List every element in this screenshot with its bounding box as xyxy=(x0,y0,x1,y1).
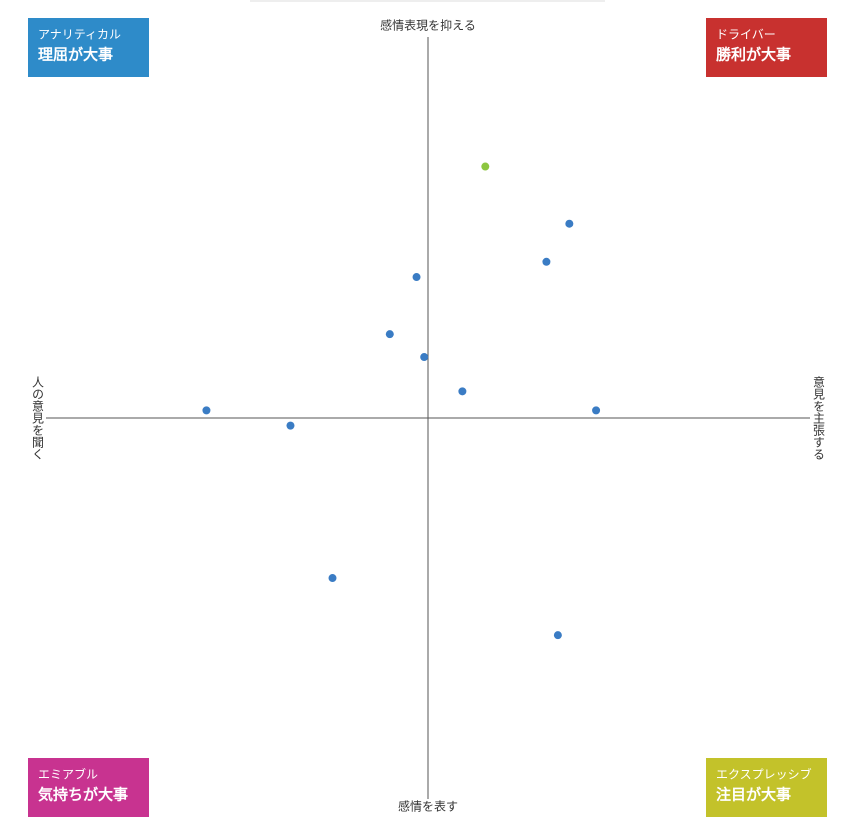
axis-label-left: 人の意見を聞く xyxy=(31,376,45,460)
point xyxy=(385,330,394,339)
quadrant-title: 気持ちが大事 xyxy=(38,786,128,804)
quadrant-title: 注目が大事 xyxy=(716,786,791,804)
quadrant-subtitle: エミアブル xyxy=(38,767,98,782)
point xyxy=(202,406,211,415)
point xyxy=(286,421,295,430)
quadrant-box xyxy=(28,18,149,77)
quadrant-title: 理屈が大事 xyxy=(38,46,113,64)
point xyxy=(458,387,467,396)
quadrant-subtitle: アナリティカル xyxy=(38,28,121,42)
point xyxy=(328,574,337,583)
axis-label-bottom: 感情を表す xyxy=(398,799,458,814)
point xyxy=(553,631,562,640)
quadrant-subtitle: エクスプレッシブ xyxy=(716,767,812,782)
axis-label-right: 意見を主張する xyxy=(812,375,826,460)
quadrant-title: 勝利が大事 xyxy=(716,46,791,64)
point xyxy=(565,219,574,228)
point xyxy=(412,273,421,282)
top-bar xyxy=(250,0,605,2)
quadrant-subtitle: ドライバー xyxy=(716,28,776,42)
point xyxy=(592,406,601,415)
quadrant-box xyxy=(706,18,827,77)
axis-label-top: 感情表現を抑える xyxy=(380,18,476,33)
point xyxy=(420,353,429,362)
quadrant-box xyxy=(706,758,827,817)
quadrant-box xyxy=(28,758,149,817)
point xyxy=(481,162,490,171)
point xyxy=(542,257,551,266)
